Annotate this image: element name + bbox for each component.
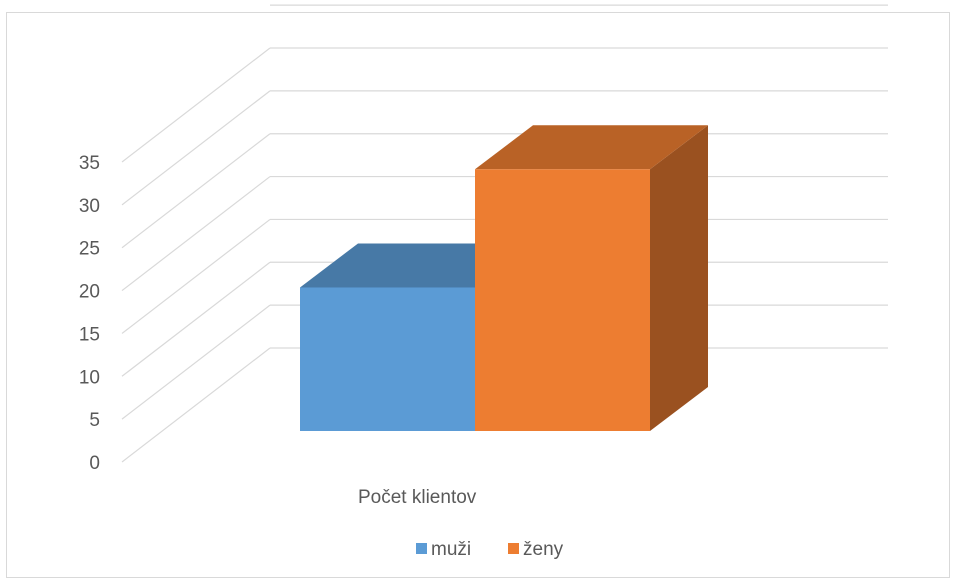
legend-label: muži — [431, 539, 471, 560]
gridline-depth — [121, 218, 271, 334]
gridline-depth — [121, 90, 271, 206]
category-labels: Počet klientov — [358, 487, 477, 508]
bars — [300, 125, 708, 432]
bar-2 — [475, 125, 708, 432]
gridline-depth — [121, 347, 271, 463]
y-tick-label: 15 — [79, 324, 100, 345]
category-label: Počet klientov — [358, 487, 477, 508]
legend: muži ženy — [416, 539, 564, 560]
y-tick-label: 5 — [89, 410, 100, 431]
legend-item: ženy — [508, 539, 564, 560]
legend-label: ženy — [523, 539, 564, 560]
legend-swatch — [416, 543, 427, 554]
gridline-depth — [121, 133, 271, 249]
y-tick-label: 25 — [79, 239, 100, 260]
gridline-depth — [121, 47, 271, 163]
bar-top — [475, 125, 708, 170]
gridline-depth — [121, 304, 271, 420]
y-axis-ticks: 0 5 10 15 20 25 30 35 — [79, 153, 100, 474]
bar-front — [475, 169, 650, 431]
y-tick-label: 10 — [79, 367, 100, 388]
bar-side — [650, 125, 708, 432]
bar-top — [300, 243, 533, 288]
y-tick-label: 35 — [79, 153, 100, 174]
y-tick-label: 20 — [79, 282, 100, 303]
y-tick-label: 0 — [89, 453, 100, 474]
gridline-depth — [121, 261, 271, 377]
gridline-depth — [121, 176, 271, 292]
legend-swatch — [508, 543, 519, 554]
legend-item: muži — [416, 539, 471, 560]
y-tick-label: 30 — [79, 196, 100, 217]
bar-front — [300, 287, 475, 431]
